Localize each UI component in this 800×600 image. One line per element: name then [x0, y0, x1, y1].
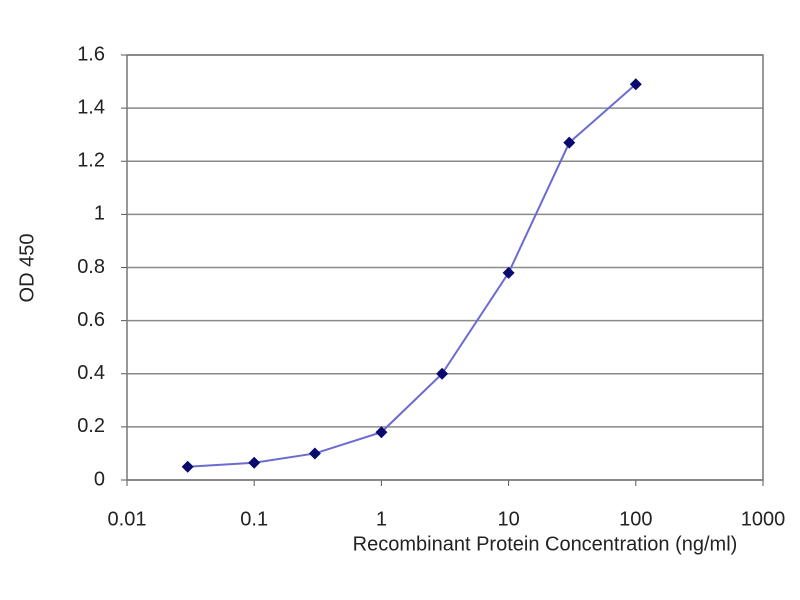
data-point	[248, 456, 261, 469]
y-axis-label: OD 450	[16, 234, 38, 303]
data-point	[502, 266, 515, 279]
y-tick-label: 1.6	[77, 43, 105, 65]
data-point	[308, 447, 321, 460]
x-tick-label: 1000	[741, 508, 786, 530]
x-tick-label: 10	[497, 508, 519, 530]
y-tick-label: 0.4	[77, 362, 105, 384]
series-line	[187, 83, 637, 468]
y-tick-label: 0	[94, 468, 105, 490]
y-tick-label: 1.2	[77, 150, 105, 172]
y-tick-label: 1	[94, 203, 105, 225]
x-tick-label: 1	[376, 508, 387, 530]
x-tick-label: 100	[619, 508, 652, 530]
data-point	[375, 426, 388, 439]
data-point	[181, 460, 194, 473]
x-axis-label: Recombinant Protein Concentration (ng/ml…	[353, 533, 738, 555]
x-tick-label: 0.1	[240, 508, 268, 530]
x-tick-label: 0.01	[108, 508, 147, 530]
y-tick-label: 0.2	[77, 415, 105, 437]
y-tick-label: 0.8	[77, 256, 105, 278]
y-tick-label: 0.6	[77, 309, 105, 331]
data-point	[563, 136, 576, 149]
data-point	[436, 367, 449, 380]
y-tick-label: 1.4	[77, 96, 105, 118]
plot-frame	[126, 54, 764, 481]
data-point	[629, 78, 642, 91]
